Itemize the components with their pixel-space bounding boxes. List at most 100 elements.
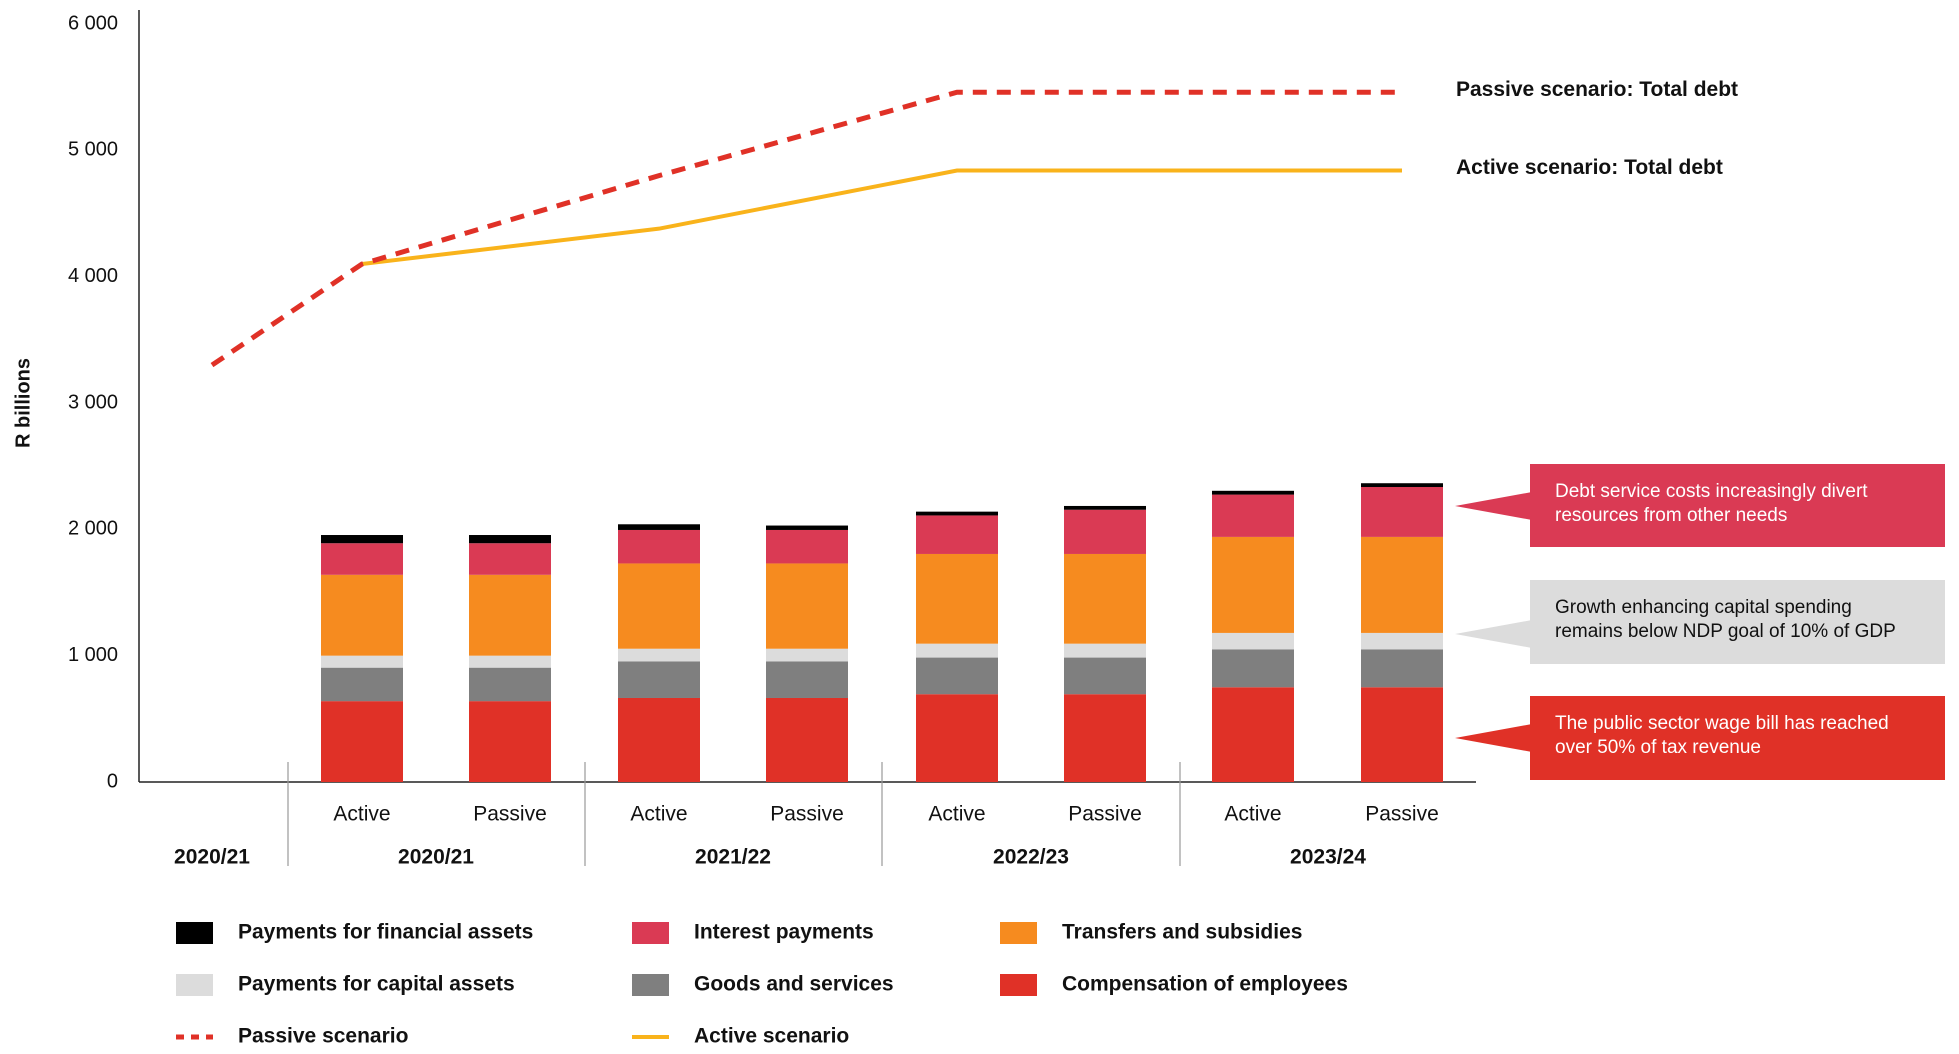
bar-segment-interest-payments [469, 543, 551, 575]
annotation-pointer [1455, 620, 1532, 648]
y-axis-label: R billions [12, 358, 34, 448]
bar-segment-goods-and-services [766, 661, 848, 698]
x-tick-label: Passive [1068, 803, 1142, 826]
y-tick-label: 4 000 [68, 265, 118, 287]
x-tick-label: Passive [1365, 803, 1439, 826]
legend-label: Interest payments [694, 921, 874, 944]
legend-label: Payments for financial assets [238, 921, 533, 944]
legend-label: Passive scenario [238, 1025, 408, 1048]
active-line-label: Active scenario: Total debt [1456, 156, 1723, 179]
bar-segment-goods-and-services [1361, 649, 1443, 688]
annotation-text: remains below NDP goal of 10% of GDP [1555, 621, 1896, 642]
bar-segment-payments-for-financial-assets [618, 524, 700, 530]
annotation-box [1530, 696, 1945, 780]
x-tick-label: Passive [770, 803, 844, 826]
annotation-text: resources from other needs [1555, 505, 1787, 526]
bar-segment-compensation-of-employees [766, 697, 848, 782]
passive-line-label: Passive scenario: Total debt [1456, 78, 1738, 101]
bar-segment-compensation-of-employees [916, 694, 998, 782]
bar-segment-interest-payments [1064, 509, 1146, 554]
bar-segment-goods-and-services [916, 657, 998, 695]
annotation-box [1530, 464, 1945, 547]
bar-segment-payments-for-financial-assets [916, 511, 998, 516]
bar-segment-goods-and-services [321, 667, 403, 702]
bar-segment-transfers-and-subsidies [321, 574, 403, 656]
bar-segment-goods-and-services [1212, 649, 1294, 688]
annotation-text: Growth enhancing capital spending [1555, 597, 1852, 618]
bar-segment-transfers-and-subsidies [1064, 553, 1146, 644]
y-tick-label: 0 [107, 770, 118, 792]
bar-segment-compensation-of-employees [1361, 687, 1443, 782]
bar-segment-transfers-and-subsidies [1361, 536, 1443, 633]
bar-segment-interest-payments [1212, 494, 1294, 537]
bar-segment-payments-for-capital-assets [1212, 632, 1294, 650]
legend-label: Goods and services [694, 973, 894, 996]
bar-segment-payments-for-financial-assets [766, 525, 848, 530]
bar-segment-payments-for-financial-assets [469, 535, 551, 544]
bar-segment-interest-payments [916, 515, 998, 554]
annotation-pointer [1455, 492, 1532, 520]
annotation-text: The public sector wage bill has reached [1555, 713, 1889, 734]
y-tick-label: 6 000 [68, 12, 118, 34]
bar-segment-goods-and-services [469, 667, 551, 702]
bar-segment-goods-and-services [618, 661, 700, 698]
y-tick-label: 2 000 [68, 518, 118, 540]
annotation-box [1530, 580, 1945, 664]
bar-segment-payments-for-capital-assets [916, 643, 998, 658]
annotation-pointer [1455, 724, 1532, 752]
bar-segment-interest-payments [1361, 487, 1443, 537]
legend-swatch [632, 922, 669, 944]
bar-segment-payments-for-capital-assets [321, 655, 403, 668]
y-tick-label: 3 000 [68, 391, 118, 413]
x-tick-label: Active [1224, 803, 1281, 826]
bar-segment-compensation-of-employees [1212, 687, 1294, 782]
x-group-label: 2020/21 [174, 846, 250, 869]
bar-segment-transfers-and-subsidies [469, 574, 551, 656]
x-group-label: 2021/22 [695, 846, 771, 869]
bar-segment-payments-for-capital-assets [1361, 632, 1443, 650]
annotation-text: Debt service costs increasingly divert [1555, 481, 1868, 502]
annotation-text: over 50% of tax revenue [1555, 737, 1761, 758]
x-tick-label: Passive [473, 803, 547, 826]
bar-segment-compensation-of-employees [321, 701, 403, 782]
bar-segment-payments-for-capital-assets [1064, 643, 1146, 658]
bar-segment-payments-for-financial-assets [1212, 490, 1294, 495]
bar-segment-transfers-and-subsidies [766, 563, 848, 649]
y-tick-label: 1 000 [68, 644, 118, 666]
legend-label: Payments for capital assets [238, 973, 515, 996]
y-tick-label: 5 000 [68, 139, 118, 161]
legend-swatch [176, 974, 213, 996]
bar-segment-compensation-of-employees [469, 701, 551, 782]
x-tick-label: Active [630, 803, 687, 826]
active-scenario-line [361, 168, 1402, 267]
legend-label: Compensation of employees [1062, 973, 1348, 996]
legend-swatch [1000, 974, 1037, 996]
x-tick-label: Active [928, 803, 985, 826]
bar-segment-payments-for-financial-assets [1064, 505, 1146, 510]
bar-segment-payments-for-capital-assets [766, 648, 848, 662]
bar-segment-transfers-and-subsidies [916, 553, 998, 644]
x-group-label: 2022/23 [993, 846, 1069, 869]
bar-segment-goods-and-services [1064, 657, 1146, 695]
passive-scenario-line [210, 89, 1402, 368]
legend-label: Transfers and subsidies [1062, 921, 1302, 944]
bar-segment-payments-for-financial-assets [321, 535, 403, 544]
x-group-label: 2023/24 [1290, 846, 1366, 869]
x-tick-label: Active [333, 803, 390, 826]
legend-swatch [632, 974, 669, 996]
bar-segment-interest-payments [321, 543, 403, 575]
bar-segment-interest-payments [618, 529, 700, 564]
bar-segment-payments-for-financial-assets [1361, 483, 1443, 488]
legend-label: Active scenario [694, 1025, 849, 1048]
x-group-label: 2020/21 [398, 846, 474, 869]
legend-swatch [176, 922, 213, 944]
bar-segment-compensation-of-employees [618, 697, 700, 782]
legend-swatch [1000, 922, 1037, 944]
bar-segment-transfers-and-subsidies [1212, 536, 1294, 633]
bar-segment-compensation-of-employees [1064, 694, 1146, 782]
bar-segment-payments-for-capital-assets [469, 655, 551, 668]
bar-segment-transfers-and-subsidies [618, 563, 700, 649]
bar-segment-payments-for-capital-assets [618, 648, 700, 662]
